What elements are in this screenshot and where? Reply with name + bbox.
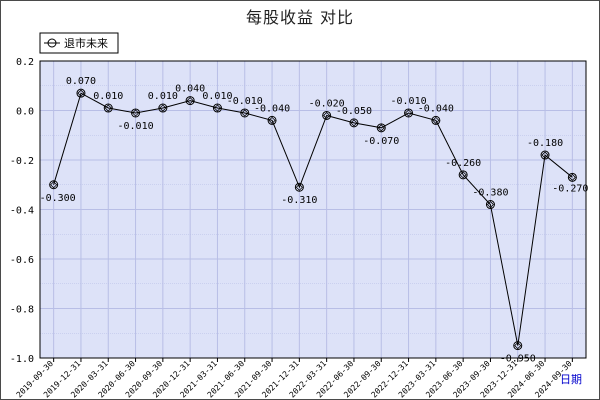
data-point-marker bbox=[158, 103, 168, 113]
data-point-marker bbox=[513, 341, 523, 351]
chart-title: 每股收益 对比 bbox=[245, 8, 355, 27]
data-point-diamond bbox=[213, 104, 222, 112]
data-point-marker bbox=[212, 103, 222, 113]
data-point-diamond bbox=[350, 119, 358, 127]
data-label: -0.040 bbox=[254, 103, 290, 114]
data-point-diamond bbox=[268, 116, 276, 124]
data-point-diamond bbox=[432, 116, 440, 124]
data-point-marker bbox=[131, 108, 141, 118]
data-label: -0.310 bbox=[281, 195, 317, 206]
data-label: -0.300 bbox=[40, 193, 76, 204]
data-point-marker bbox=[485, 200, 495, 210]
legend-marker bbox=[47, 38, 57, 48]
data-point-diamond bbox=[50, 181, 58, 189]
data-label: -0.180 bbox=[527, 138, 563, 149]
data-point-marker bbox=[267, 115, 277, 125]
data-label: 0.040 bbox=[175, 84, 205, 95]
data-point-diamond bbox=[486, 200, 495, 209]
data-point-marker bbox=[103, 103, 113, 113]
data-label: -0.020 bbox=[309, 98, 345, 109]
legend-label: 退市未来 bbox=[64, 36, 108, 50]
data-point-diamond bbox=[404, 109, 413, 117]
data-point-marker bbox=[404, 108, 414, 118]
data-point-diamond bbox=[295, 183, 303, 191]
data-label: 0.010 bbox=[93, 91, 123, 102]
data-point-marker bbox=[431, 115, 441, 125]
data-label: -0.950 bbox=[500, 354, 536, 365]
data-point-marker bbox=[294, 182, 304, 192]
data-label: -0.040 bbox=[418, 103, 454, 114]
data-label: -0.010 bbox=[227, 96, 263, 107]
data-label: -0.010 bbox=[117, 121, 153, 132]
y-tick-label: 0.2 bbox=[16, 57, 34, 68]
data-point-diamond bbox=[514, 342, 522, 350]
data-point-diamond bbox=[323, 111, 331, 120]
y-tick-label: -0.8 bbox=[10, 305, 34, 316]
data-label: 0.070 bbox=[66, 76, 96, 87]
data-point-marker bbox=[540, 150, 550, 160]
y-tick-label: -0.6 bbox=[10, 255, 34, 266]
data-point-marker bbox=[322, 110, 332, 120]
data-point-diamond bbox=[159, 104, 167, 112]
data-point-diamond bbox=[459, 171, 467, 179]
data-point-diamond bbox=[541, 151, 549, 159]
data-point-diamond bbox=[241, 109, 249, 117]
data-label: -0.380 bbox=[472, 188, 508, 199]
data-point-marker bbox=[76, 88, 86, 98]
data-label: -0.270 bbox=[552, 183, 588, 194]
plot-border bbox=[39, 60, 587, 359]
data-point-diamond bbox=[186, 97, 194, 105]
data-label: 0.010 bbox=[148, 91, 178, 102]
data-point-marker bbox=[349, 118, 359, 128]
y-tick-label: -0.2 bbox=[10, 156, 34, 167]
series-line bbox=[53, 92, 573, 346]
data-label: -0.260 bbox=[445, 158, 481, 169]
data-point-diamond bbox=[104, 104, 112, 112]
data-point-marker bbox=[376, 123, 386, 133]
data-point-marker bbox=[458, 170, 468, 180]
data-point-marker bbox=[49, 180, 59, 190]
data-point-marker bbox=[567, 172, 577, 182]
data-point-diamond bbox=[131, 109, 140, 117]
data-label: -0.050 bbox=[336, 106, 372, 117]
data-point-diamond bbox=[377, 124, 385, 132]
data-point-diamond bbox=[568, 173, 576, 181]
legend-box bbox=[39, 32, 119, 54]
data-point-diamond bbox=[77, 89, 85, 97]
data-label: -0.070 bbox=[363, 136, 399, 147]
x-axis-label: 日期 bbox=[560, 373, 582, 386]
data-label: -0.010 bbox=[390, 96, 426, 107]
y-tick-label: -1.0 bbox=[10, 354, 34, 365]
data-point-marker bbox=[185, 96, 195, 106]
y-tick-label: -0.4 bbox=[10, 206, 34, 217]
data-point-marker bbox=[240, 108, 250, 118]
data-label: 0.010 bbox=[202, 91, 232, 102]
y-tick-label: 0.0 bbox=[16, 107, 34, 118]
